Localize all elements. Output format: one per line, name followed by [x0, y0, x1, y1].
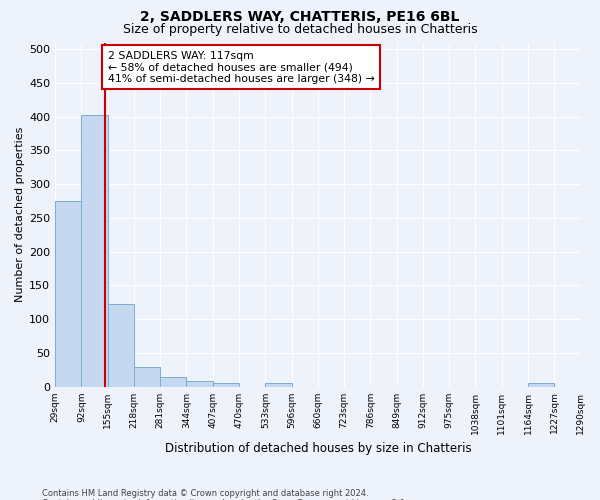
- Bar: [82, 114, 107, 386]
- Text: Contains public sector information licensed under the Open Government Licence v3: Contains public sector information licen…: [42, 498, 407, 500]
- X-axis label: Distribution of detached houses by size in Chatteris: Distribution of detached houses by size …: [164, 442, 471, 455]
- Bar: [160, 376, 187, 386]
- Text: Contains HM Land Registry data © Crown copyright and database right 2024.: Contains HM Land Registry data © Crown c…: [42, 488, 368, 498]
- Text: 2 SADDLERS WAY: 117sqm
← 58% of detached houses are smaller (494)
41% of semi-de: 2 SADDLERS WAY: 117sqm ← 58% of detached…: [107, 50, 374, 84]
- Bar: [187, 382, 213, 386]
- Bar: [528, 384, 554, 386]
- Bar: [134, 367, 160, 386]
- Bar: [55, 201, 82, 386]
- Bar: [107, 304, 134, 386]
- Bar: [265, 382, 292, 386]
- Text: 2, SADDLERS WAY, CHATTERIS, PE16 6BL: 2, SADDLERS WAY, CHATTERIS, PE16 6BL: [140, 10, 460, 24]
- Y-axis label: Number of detached properties: Number of detached properties: [15, 127, 25, 302]
- Bar: [213, 384, 239, 386]
- Text: Size of property relative to detached houses in Chatteris: Size of property relative to detached ho…: [122, 22, 478, 36]
